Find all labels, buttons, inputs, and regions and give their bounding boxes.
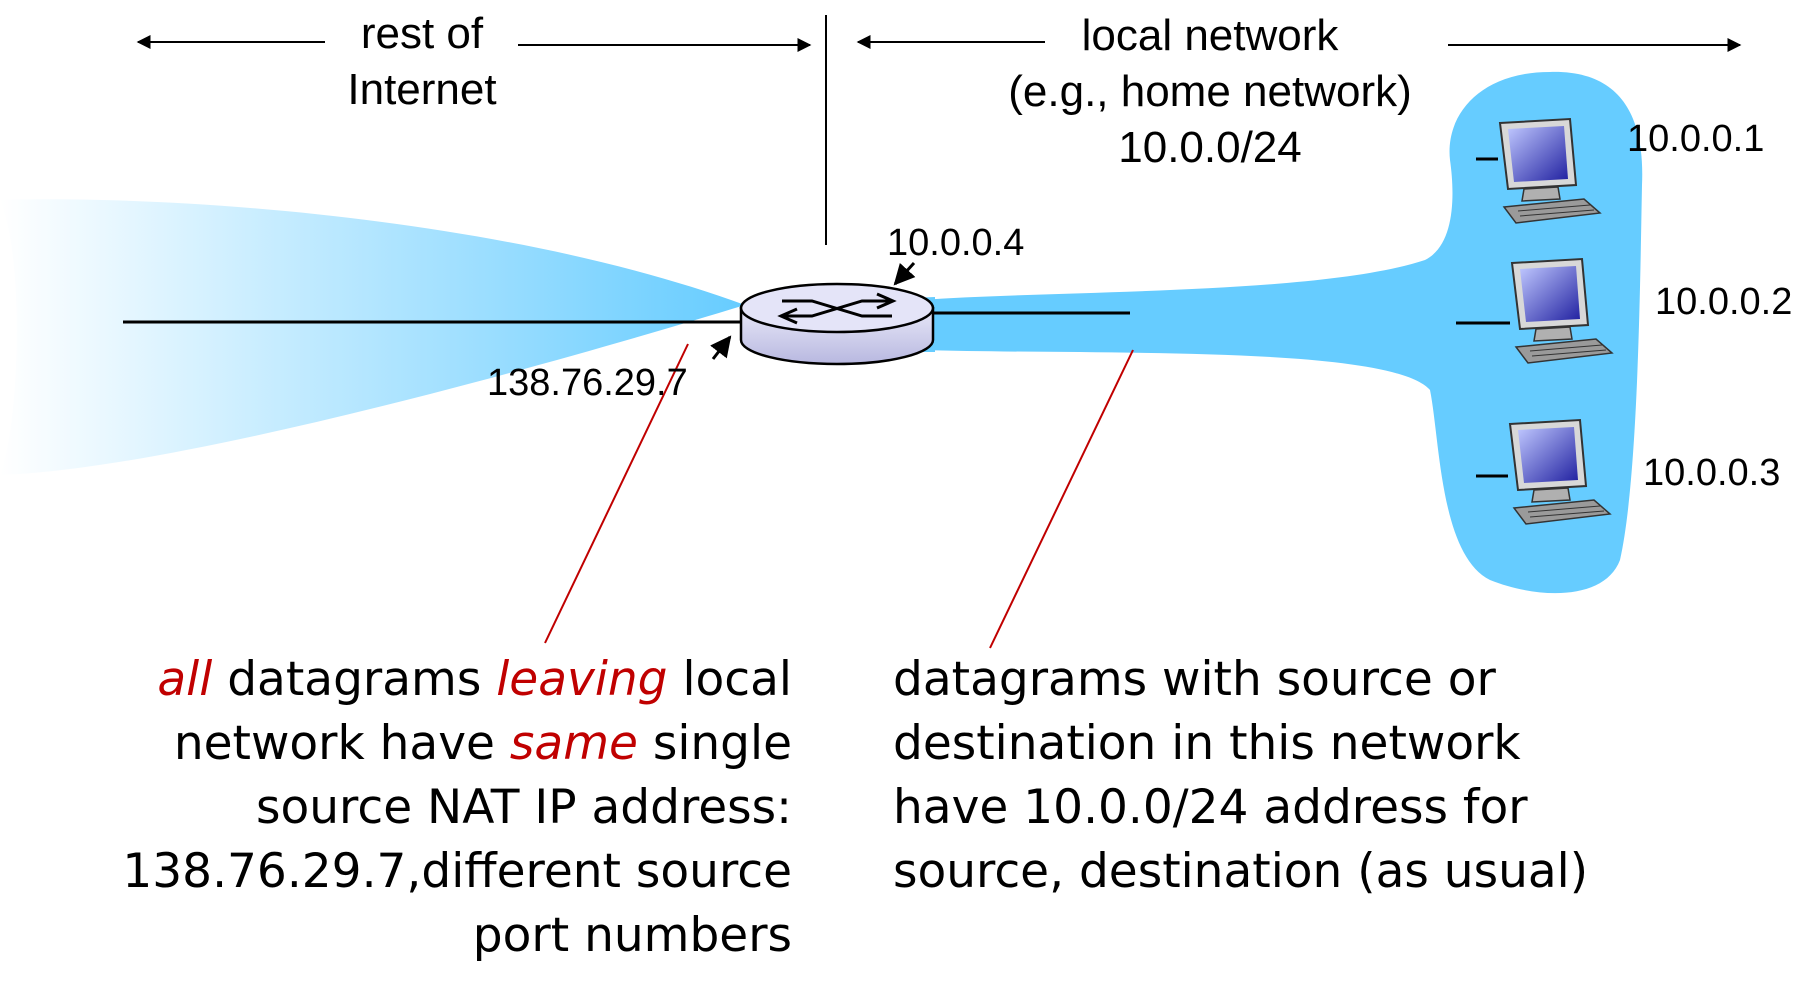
caption-text: single <box>637 716 792 771</box>
caption-line: network have same single <box>122 712 792 776</box>
caption-emphasis: all <box>157 652 213 707</box>
caption-text: network have <box>173 716 510 771</box>
desktop-computer-icon <box>1476 418 1612 525</box>
local-network-area <box>920 71 1643 594</box>
label-line: Internet <box>347 65 497 114</box>
annotation-line-right <box>989 349 1134 649</box>
annotation-line-left <box>544 343 689 644</box>
desktop-computer-icon <box>1476 117 1602 224</box>
pointer-router-local <box>893 261 916 286</box>
caption-line: have 10.0.0/24 address for <box>893 780 1528 835</box>
label-rest-of-internet: rest of Internet <box>322 12 522 112</box>
ip-host-3: 10.0.0.3 <box>1643 452 1781 494</box>
caption-emphasis: same <box>509 716 638 771</box>
ip-host-1: 10.0.0.1 <box>1627 118 1765 160</box>
caption-line: destination in this network <box>893 716 1521 771</box>
label-line: local network <box>1081 11 1339 60</box>
caption-text: datagrams <box>212 652 497 707</box>
ip-router-local: 10.0.0.4 <box>887 222 1025 264</box>
label-line: 10.0.0/24 <box>1118 123 1302 172</box>
caption-line: datagrams with source or <box>893 652 1496 707</box>
ip-router-public: 138.76.29.7 <box>487 362 688 404</box>
caption-local-addressing: datagrams with source or destination in … <box>893 648 1588 904</box>
caption-nat-explanation: all datagrams leaving local network have… <box>122 648 792 968</box>
internet-cloud <box>0 199 745 475</box>
label-local-network: local network (e.g., home network) 10.0.… <box>960 14 1460 170</box>
ip-host-2: 10.0.0.2 <box>1655 281 1793 323</box>
desktop-computer-icon <box>1456 257 1614 364</box>
caption-line: port numbers <box>472 908 792 963</box>
router-icon <box>739 282 935 366</box>
caption-line: source NAT IP address: <box>256 780 792 835</box>
caption-line: source, destination (as usual) <box>893 844 1589 899</box>
pointer-router-public <box>710 335 732 360</box>
caption-text: local <box>667 652 792 707</box>
caption-emphasis: leaving <box>496 652 668 707</box>
label-line: rest of <box>360 9 484 58</box>
caption-line: all datagrams leaving local <box>122 648 792 712</box>
label-line: (e.g., home network) <box>1008 67 1412 116</box>
caption-line: 138.76.29.7,different source <box>122 844 792 899</box>
